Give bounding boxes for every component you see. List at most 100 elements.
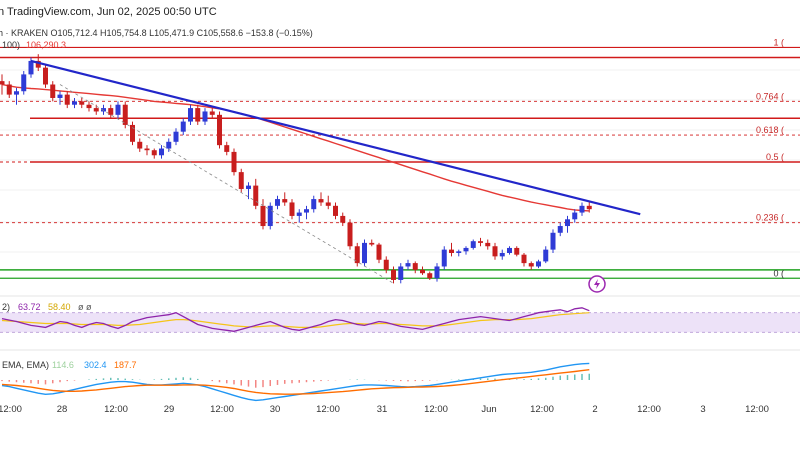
candlesticks bbox=[0, 54, 592, 284]
candle bbox=[115, 101, 121, 119]
time-tick-label: 12:00 bbox=[210, 404, 234, 415]
ohlc-line: h · KRAKEN O105,712.4 H105,754.8 L105,47… bbox=[0, 28, 313, 38]
publish-line: n TradingView.com, Jun 02, 2025 00:50 UT… bbox=[0, 6, 217, 18]
candle bbox=[137, 138, 143, 152]
candle-body bbox=[449, 249, 454, 253]
candle-body bbox=[492, 246, 498, 257]
fib-label-0: 0 ( bbox=[773, 268, 784, 278]
time-tick-label: 29 bbox=[164, 404, 175, 415]
lightning-icon[interactable] bbox=[588, 275, 606, 293]
candle bbox=[492, 242, 498, 260]
candle bbox=[209, 108, 215, 119]
candle bbox=[72, 97, 77, 109]
time-tick-label: 2 bbox=[592, 404, 597, 415]
fib-label-0-5: 0.5 ( bbox=[766, 152, 784, 162]
candle bbox=[318, 192, 324, 206]
fib-label-0-236: 0.236 ( bbox=[756, 213, 784, 223]
rsi-legend-tail: ø ø bbox=[78, 302, 92, 312]
bearish-trendline bbox=[30, 59, 641, 216]
rsi-ma-line bbox=[1, 312, 590, 328]
candle bbox=[340, 212, 346, 227]
candle bbox=[202, 108, 208, 125]
candle-body bbox=[550, 232, 556, 250]
fibonacci-labels: 1 (0.764 (0.618 (0.5 (0.236 (0 ( bbox=[756, 37, 784, 278]
candle-body bbox=[101, 108, 106, 112]
candle-body bbox=[115, 104, 121, 115]
candle bbox=[50, 81, 56, 102]
candle bbox=[557, 222, 563, 237]
candle bbox=[499, 249, 505, 260]
candle bbox=[130, 121, 135, 146]
time-tick-label: 30 bbox=[270, 404, 281, 415]
candle-body bbox=[93, 108, 99, 112]
macd-legend-value2: 302.4 bbox=[84, 360, 107, 370]
time-tick-label: 12:00 bbox=[316, 404, 340, 415]
candle bbox=[238, 168, 244, 193]
candle bbox=[434, 263, 440, 282]
candle-body bbox=[267, 205, 273, 227]
candle-body bbox=[35, 60, 41, 68]
candle-body bbox=[108, 108, 114, 115]
candle bbox=[514, 246, 520, 257]
fib-label-0-618: 0.618 ( bbox=[756, 125, 784, 135]
candle-body bbox=[528, 263, 534, 267]
candle-body bbox=[383, 259, 389, 270]
candle bbox=[0, 74, 5, 95]
candle bbox=[456, 249, 462, 257]
candle bbox=[43, 64, 48, 88]
fib-label-0-764: 0.764 ( bbox=[756, 91, 784, 101]
rsi-band bbox=[0, 312, 800, 333]
candle bbox=[427, 271, 433, 280]
rsi-pane bbox=[0, 307, 800, 333]
candle-body bbox=[478, 241, 483, 243]
candle-body bbox=[28, 60, 34, 75]
candle bbox=[151, 148, 157, 159]
candle bbox=[565, 215, 570, 233]
macd-legend-value3: 187.7 bbox=[114, 360, 137, 370]
candle bbox=[398, 263, 404, 284]
time-axis: 12:00 28 12:00 29 12:00 30 12:00 31 12:00 Jun 12:0… bbox=[0, 404, 769, 415]
candle-body bbox=[246, 185, 251, 189]
candle-body bbox=[362, 242, 367, 264]
candle bbox=[260, 199, 266, 230]
candle-body bbox=[470, 241, 476, 248]
candle-body bbox=[238, 172, 244, 189]
time-tick-label: 28 bbox=[57, 404, 68, 415]
candle-body bbox=[325, 202, 331, 206]
candle-body bbox=[536, 261, 541, 267]
candle bbox=[101, 104, 106, 115]
time-tick-label: 12:00 bbox=[637, 404, 661, 415]
candle bbox=[166, 138, 172, 152]
candle bbox=[362, 239, 367, 267]
candle-body bbox=[159, 148, 164, 156]
candle-body bbox=[64, 94, 70, 105]
candle bbox=[572, 209, 578, 223]
macd-histogram bbox=[1, 373, 590, 388]
candle bbox=[383, 256, 389, 274]
candle bbox=[528, 261, 534, 270]
candle bbox=[188, 104, 193, 125]
candle bbox=[180, 118, 186, 136]
candle-body bbox=[50, 84, 56, 98]
signal-line bbox=[1, 369, 590, 395]
candle bbox=[536, 259, 541, 269]
candle bbox=[478, 237, 483, 247]
candle bbox=[108, 104, 114, 119]
candle-body bbox=[275, 199, 280, 206]
candle-body bbox=[231, 151, 237, 173]
candle-body bbox=[485, 242, 491, 247]
candle-body bbox=[282, 199, 288, 203]
candle-body bbox=[86, 104, 92, 109]
candle-body bbox=[514, 247, 520, 255]
candle bbox=[28, 57, 34, 78]
fibonacci-levels bbox=[0, 46, 800, 279]
candle-body bbox=[311, 199, 317, 210]
candle-body bbox=[209, 111, 215, 115]
macd-legend-value1: 114.6 bbox=[52, 360, 74, 370]
ma-label: 100) bbox=[2, 40, 20, 50]
candle bbox=[391, 266, 396, 284]
candle bbox=[441, 246, 447, 270]
candle bbox=[173, 128, 179, 146]
candle-body bbox=[412, 263, 418, 270]
rsi-legend-value1: 63.72 bbox=[18, 302, 41, 312]
